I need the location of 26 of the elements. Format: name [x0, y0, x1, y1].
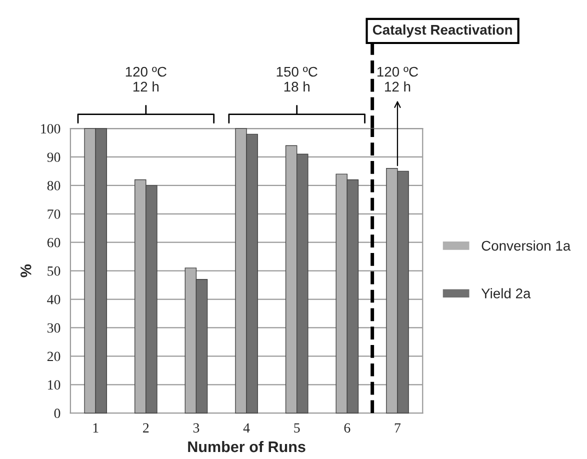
- y-tick-label: 80: [47, 181, 60, 190]
- y-tick-label: 20: [47, 352, 60, 362]
- text: 120 ºC 12 h: [126, 66, 166, 92]
- x-tick-label: 5: [294, 423, 300, 433]
- y-tick-label: 30: [47, 323, 60, 333]
- legend-label: Yield 2a: [481, 288, 531, 298]
- annotation: 120 ºC 12 h: [377, 66, 418, 92]
- text: 150 ºC 18 h: [276, 66, 318, 92]
- y-tick-label: 40: [47, 294, 60, 304]
- y-tick-label: 100: [41, 124, 60, 134]
- y-tick-label: 90: [47, 152, 60, 162]
- x-tick-label: 6: [344, 423, 350, 433]
- x-tick-label: 1: [93, 423, 98, 432]
- y-tick-label: 10: [48, 380, 60, 390]
- x-axis-title: Number of Runs: [188, 440, 306, 452]
- y-axis-title: %: [20, 264, 32, 278]
- x-tick-label: 3: [193, 423, 200, 433]
- y-tick-label: 50: [48, 266, 60, 276]
- y-tick-label: 60: [47, 238, 60, 248]
- x-tick-label: 2: [143, 423, 149, 432]
- ref-line-label: Catalyst Reactivation: [372, 24, 512, 38]
- x-tick-label: 7: [394, 423, 401, 432]
- y-tick-label: 70: [48, 209, 60, 219]
- legend-label: Conversion 1a: [482, 240, 571, 251]
- y-tick-label: 0: [54, 408, 60, 418]
- x-tick-label: 4: [243, 423, 250, 432]
